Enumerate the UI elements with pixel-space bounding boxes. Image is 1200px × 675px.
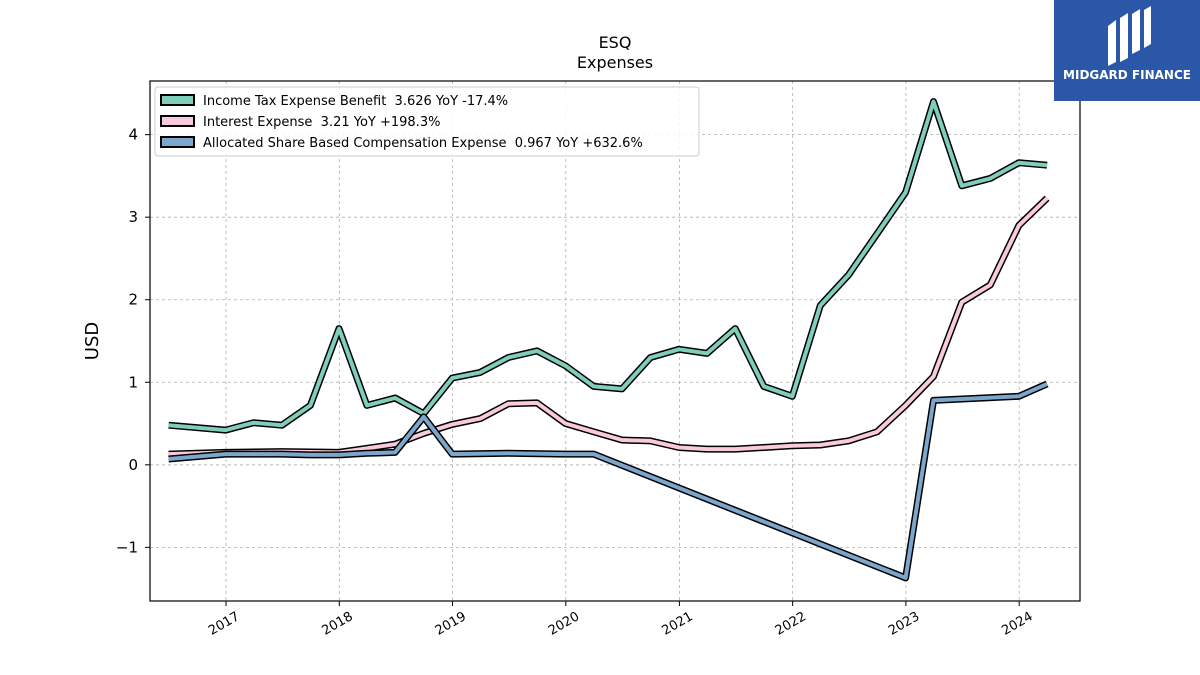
x-tick-label: 2019	[433, 609, 469, 639]
series-1	[168, 195, 1050, 458]
plot-frame	[149, 80, 1081, 602]
x-tick-label: 2022	[773, 609, 809, 639]
legend: Income Tax Expense Benefit 3.626 YoY -17…	[154, 86, 700, 157]
series-0	[168, 98, 1048, 434]
x-tick-label: 2017	[206, 609, 242, 639]
chart-subtitle: Expenses	[577, 53, 653, 72]
brand-logo: MIDGARD FINANCE	[1054, 0, 1200, 101]
plot-area	[150, 81, 1080, 601]
y-tick-label: 3	[128, 208, 138, 226]
x-tick-label: 2020	[546, 609, 582, 639]
series-2	[168, 380, 1049, 582]
legend-box	[154, 86, 700, 157]
brand-name: MIDGARD FINANCE	[1063, 68, 1191, 82]
x-tick-label: 2018	[319, 609, 355, 639]
series-line	[168, 196, 1049, 457]
y-tick-label: 2	[128, 291, 138, 309]
legend-label-interest: Interest Expense 3.21 YoY +198.3%	[203, 115, 440, 130]
y-tick-label: 1	[128, 373, 138, 391]
y-tick-label: 4	[128, 126, 138, 144]
legend-label-income-tax: Income Tax Expense Benefit 3.626 YoY -17…	[203, 94, 508, 109]
brand-mark-icon	[1108, 6, 1151, 66]
y-axis-label: USD	[82, 322, 103, 360]
y-tick-label: 0	[128, 456, 138, 474]
x-tick-label: 2024	[999, 609, 1035, 639]
chart-title: ESQ	[599, 33, 632, 52]
series-line	[168, 99, 1048, 433]
ticks	[145, 134, 1020, 606]
x-tick-label: 2021	[660, 609, 696, 639]
legend-swatch-share-comp	[160, 136, 195, 148]
legend-swatch-income-tax	[160, 94, 195, 106]
y-tick-label: −1	[116, 538, 138, 556]
x-tick-label: 2023	[886, 609, 922, 639]
legend-label-share-comp: Allocated Share Based Compensation Expen…	[203, 136, 643, 151]
legend-swatch-interest	[160, 115, 195, 127]
series-layer	[168, 98, 1050, 582]
series-line	[168, 382, 1048, 580]
